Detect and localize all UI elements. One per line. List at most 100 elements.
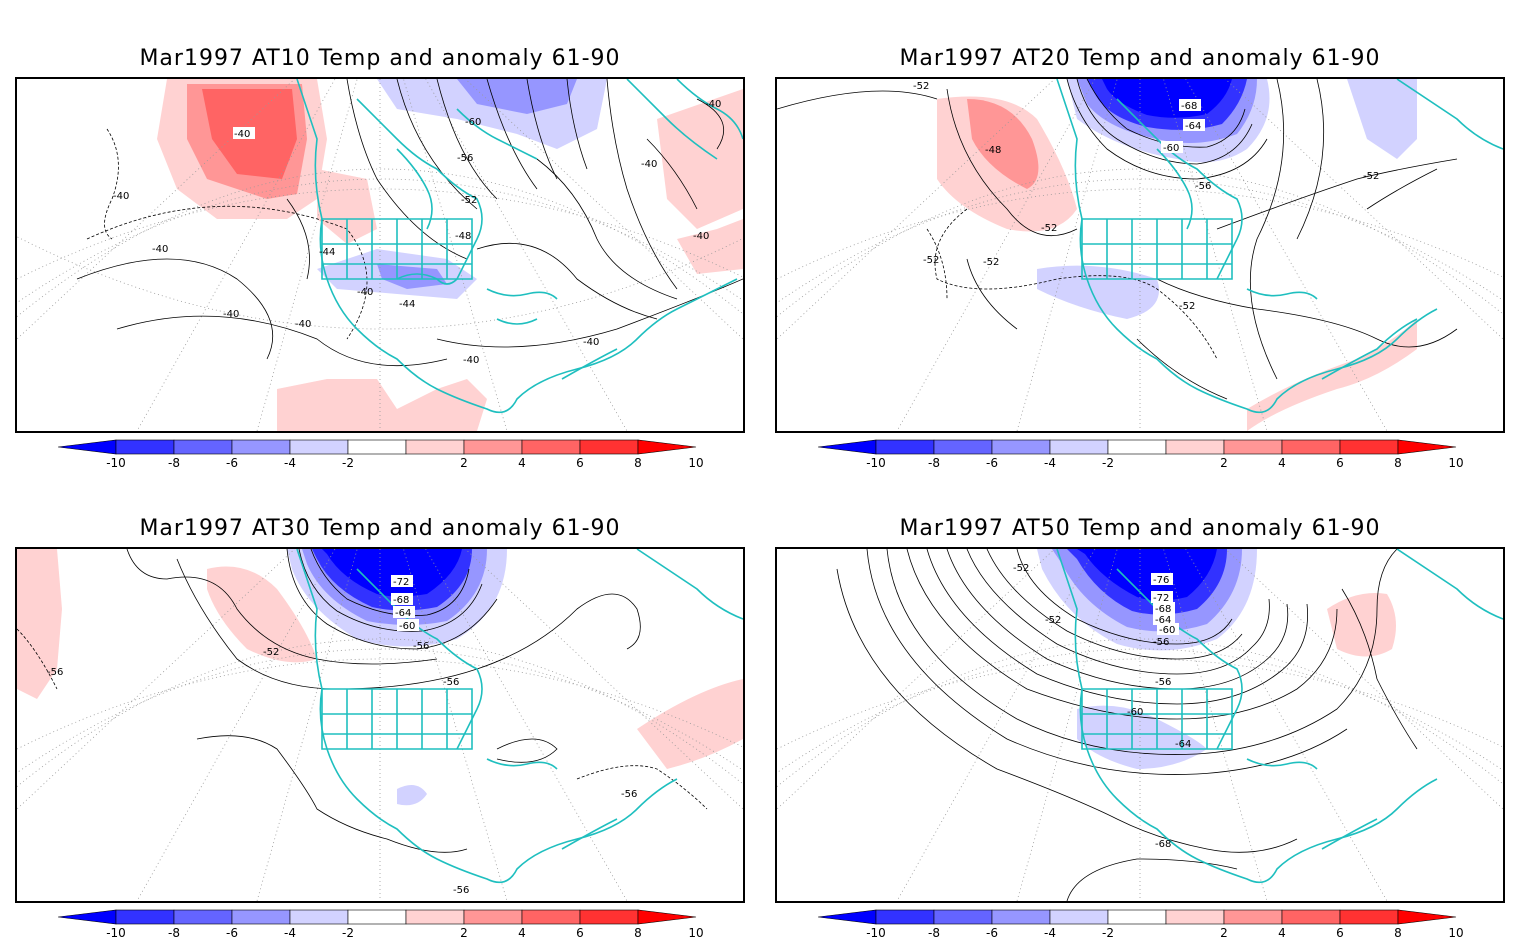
contour-label: -72	[393, 577, 409, 588]
cold-anomaly-region	[1077, 705, 1207, 769]
graticule	[17, 79, 743, 431]
colorbar-tick-label: -6	[226, 456, 238, 468]
coastlines	[296, 79, 743, 414]
colorbar-tick-label: -4	[284, 926, 296, 938]
warm-anomaly-region	[677, 219, 743, 274]
cold-anomaly-region	[377, 264, 447, 289]
contour-label: -52	[263, 647, 279, 658]
contour-label: -40	[693, 231, 709, 242]
contour-label-group: -40 -40 -40 -40 -40 -40 -40 -40 -40 -40 …	[113, 99, 721, 366]
contour-label: -64	[395, 608, 411, 619]
colorbar: -10 -8 -6 -4 -2 2 4 6 8 10	[818, 439, 1464, 468]
colorbar-swatch	[173, 439, 233, 455]
panel-at10: Mar1997 AT10 Temp and anomaly 61-90	[0, 0, 760, 470]
colorbar-swatch	[173, 909, 233, 925]
colorbar-swatch	[463, 909, 523, 925]
colorbar-arrow-low	[818, 439, 877, 455]
colorbar-swatch	[1281, 909, 1341, 925]
colorbar-tick-label: -8	[168, 456, 180, 468]
colorbar-swatch	[521, 909, 581, 925]
contour-label: -40	[295, 319, 311, 330]
contour-label: -40	[705, 99, 721, 110]
contour-label: -44	[399, 299, 415, 310]
cold-anomaly-region	[322, 549, 462, 597]
temperature-contours	[836, 549, 1418, 901]
contour-label: -64	[1155, 615, 1171, 626]
colorbar-tick-label: 4	[518, 926, 526, 938]
warm-anomaly-region	[17, 549, 62, 699]
colorbar-swatch	[1223, 909, 1283, 925]
colorbar-swatch	[1107, 909, 1167, 925]
contour-label: -40	[583, 337, 599, 348]
colorbar-swatch	[991, 909, 1051, 925]
contour-label: -68	[1181, 101, 1197, 112]
map-canvas: -72 -68 -64 -60 -56 -52 -56 -56 -56 -56	[17, 549, 743, 901]
map-canvas: -76 -72 -68 -64 -60 -56 -52 -52 -56 -60 …	[777, 549, 1503, 901]
contour-label: -64	[1185, 121, 1201, 132]
warm-anomaly-region	[317, 169, 377, 244]
colorbar-arrow-low	[58, 909, 117, 925]
colorbar-tick-label: 10	[1448, 926, 1463, 938]
contour-label: -56	[453, 885, 469, 896]
coastlines	[1056, 549, 1503, 884]
contour-label: -40	[223, 309, 239, 320]
warm-anomaly-region	[277, 379, 487, 431]
contour-label: -40	[463, 355, 479, 366]
contour-label: -56	[1155, 677, 1171, 688]
graticule	[777, 79, 1503, 431]
contour-label-group: -76 -72 -68 -64 -60 -56 -52 -52 -56 -60 …	[1013, 563, 1191, 850]
colorbar-arrow-high	[637, 439, 697, 455]
contour-label: -60	[465, 117, 481, 128]
colorbar-tick-label: -4	[284, 456, 296, 468]
colorbar: -10 -8 -6 -4 -2 2 4 6 8 10	[58, 909, 704, 938]
colorbar-swatch	[579, 439, 639, 455]
colorbar-tick-label: 8	[634, 456, 642, 468]
colorbar-swatch	[875, 439, 935, 455]
colorbar-tick-label: 10	[1448, 456, 1463, 468]
colorbar-tick-label: -6	[986, 456, 998, 468]
contour-label: -72	[1153, 593, 1169, 604]
contour-label: -56	[1153, 637, 1169, 648]
colorbar-swatch	[1339, 439, 1399, 455]
warm-anomaly-region	[967, 99, 1039, 189]
colorbar-tick-label: -2	[342, 456, 354, 468]
colorbar-tick-label: 8	[1394, 456, 1402, 468]
colorbar-swatch	[579, 909, 639, 925]
colorbar-swatch	[1165, 439, 1225, 455]
contour-label: -40	[641, 159, 657, 170]
colorbar-tick-label: 6	[1336, 926, 1344, 938]
coastlines	[1056, 79, 1503, 414]
panel-title: Mar1997 AT50 Temp and anomaly 61-90	[899, 516, 1381, 541]
colorbar-tick-label: 6	[576, 926, 584, 938]
colorbar: -10 -8 -6 -4 -2 2 4 6 8 10	[818, 909, 1464, 938]
contour-label: -76	[1153, 575, 1169, 586]
contour-label: -68	[393, 595, 409, 606]
cold-anomaly-region	[397, 785, 427, 806]
contour-label: -68	[1155, 839, 1171, 850]
panel-at20: Mar1997 AT20 Temp and anomaly 61-90	[760, 0, 1520, 470]
colorbar-arrow-high	[637, 909, 697, 925]
colorbar-swatch	[1165, 909, 1225, 925]
panel-at30: Mar1997 AT30 Temp and anomaly 61-90	[0, 470, 760, 940]
colorbar-swatch	[115, 439, 175, 455]
colorbar-tick-label: -10	[866, 926, 886, 938]
colorbar-swatch	[991, 439, 1051, 455]
contour-label: -52	[983, 257, 999, 268]
colorbar-tick-label: 8	[634, 926, 642, 938]
contour-label: -56	[47, 667, 63, 678]
contour-label-group: -72 -68 -64 -60 -56 -52 -56 -56 -56 -56	[47, 575, 637, 896]
colorbar-swatch	[289, 909, 349, 925]
colorbar-tick-label: -6	[226, 926, 238, 938]
colorbar-tick-label: 6	[1336, 456, 1344, 468]
colorbar-swatch	[1281, 439, 1341, 455]
map-at30: -72 -68 -64 -60 -56 -52 -56 -56 -56 -56	[15, 547, 745, 903]
map-canvas: -40 -40 -40 -40 -40 -40 -40 -40 -40 -40 …	[17, 79, 743, 431]
colorbar-tick-label: -10	[866, 456, 886, 468]
contour-label: -56	[443, 677, 459, 688]
colorbar-tick-label: -4	[1044, 456, 1056, 468]
warm-anomaly-region	[1347, 79, 1417, 159]
map-at50: -76 -72 -68 -64 -60 -56 -52 -52 -56 -60 …	[775, 547, 1505, 903]
colorbar-tick-label: 10	[688, 926, 703, 938]
contour-label: -52	[1179, 301, 1195, 312]
contour-label: -52	[1013, 563, 1029, 574]
